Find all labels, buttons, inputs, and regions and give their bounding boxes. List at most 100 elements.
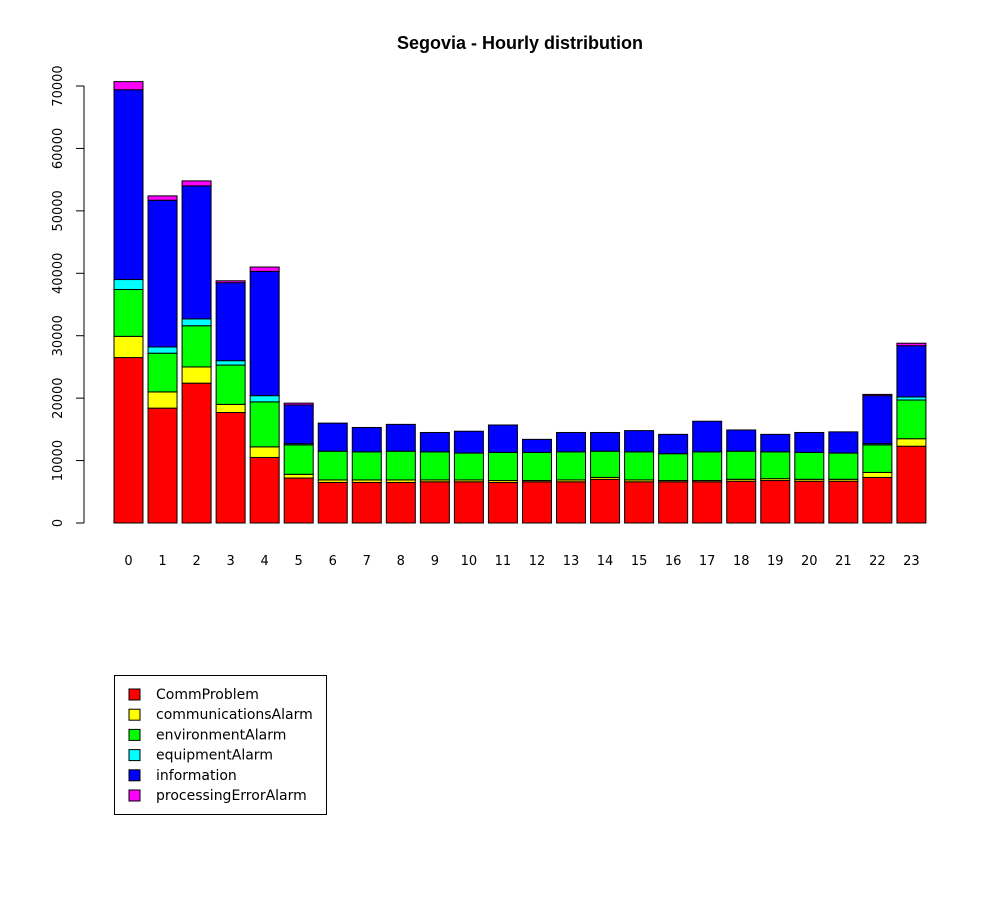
bar-segment xyxy=(113,335,144,359)
bar-segment xyxy=(828,480,859,524)
bar-segment xyxy=(181,382,212,524)
bar-segment xyxy=(351,426,382,453)
y-tick-label: 60000 xyxy=(51,128,66,169)
bar-segment xyxy=(692,420,723,453)
legend-label: processingErrorAlarm xyxy=(156,788,307,804)
bar-segment xyxy=(521,451,552,482)
bar-segment xyxy=(896,445,927,524)
x-tick-label: 12 xyxy=(529,554,546,569)
bar-segment xyxy=(147,199,178,348)
bar-segment xyxy=(556,481,587,524)
bar-segment xyxy=(624,451,655,481)
bar-segment xyxy=(624,481,655,524)
legend-swatch xyxy=(128,708,141,721)
bars-group xyxy=(113,81,927,524)
bar-segment xyxy=(385,481,416,524)
bar-segment xyxy=(828,431,859,454)
y-tick-label: 70000 xyxy=(51,65,66,106)
bar-segment xyxy=(317,450,348,481)
bar-segment xyxy=(658,453,689,482)
x-tick-label: 13 xyxy=(563,554,580,569)
x-tick-label: 21 xyxy=(835,554,852,569)
x-tick-label: 16 xyxy=(665,554,682,569)
bar-segment xyxy=(385,423,416,452)
bar-segment xyxy=(590,450,621,478)
bar-segment xyxy=(147,346,178,354)
legend-swatch xyxy=(128,688,141,701)
bar-segment xyxy=(726,480,757,524)
bar-segment xyxy=(215,412,246,524)
x-tick-label: 0 xyxy=(124,554,132,569)
x-tick-label: 6 xyxy=(329,554,337,569)
bar-segment xyxy=(283,473,314,479)
bar-segment xyxy=(692,451,723,482)
bar-segment xyxy=(453,430,484,454)
x-tick-label: 2 xyxy=(192,554,200,569)
bar-segment xyxy=(419,431,450,453)
bar-segment xyxy=(794,480,825,524)
bar-segment xyxy=(147,407,178,524)
bar-segment xyxy=(113,357,144,524)
bar-segment xyxy=(896,438,927,447)
bar-segment xyxy=(249,401,280,448)
bar-segment xyxy=(896,342,927,347)
legend: CommProblem communicationsAlarm environmen… xyxy=(114,675,327,815)
bar-segment xyxy=(351,481,382,524)
bar-segment xyxy=(147,195,178,201)
bar-segment xyxy=(317,422,348,452)
y-tick-label: 10000 xyxy=(51,440,66,481)
bar-segment xyxy=(215,403,246,414)
bar-segment xyxy=(215,360,246,366)
bar-segment xyxy=(249,266,280,272)
bar-segment xyxy=(556,451,587,481)
bar-segment xyxy=(181,325,212,368)
bar-segment xyxy=(726,450,757,480)
bar-segment xyxy=(453,481,484,524)
bar-segment xyxy=(862,395,893,445)
bar-segment xyxy=(862,444,893,473)
bar-segment xyxy=(113,289,144,337)
bar-segment xyxy=(556,431,587,453)
x-tick-label: 10 xyxy=(461,554,478,569)
bar-segment xyxy=(692,481,723,524)
legend-swatch xyxy=(128,749,141,762)
bar-segment xyxy=(215,364,246,405)
bar-segment xyxy=(249,270,280,397)
x-tick-label: 20 xyxy=(801,554,818,569)
bar-segment xyxy=(385,450,416,481)
bar-segment xyxy=(624,430,655,453)
bar-segment xyxy=(726,429,757,452)
bar-segment xyxy=(487,451,518,482)
bar-segment xyxy=(181,366,212,384)
bar-segment xyxy=(590,431,621,452)
legend-label: information xyxy=(156,768,237,784)
x-tick-label: 3 xyxy=(226,554,234,569)
y-tick-label: 30000 xyxy=(51,315,66,356)
bar-segment xyxy=(113,89,144,281)
x-tick-label: 17 xyxy=(699,554,716,569)
bar-segment xyxy=(896,345,927,398)
x-tick-label: 5 xyxy=(295,554,303,569)
x-tick-label: 22 xyxy=(869,554,886,569)
x-tick-label: 9 xyxy=(431,554,439,569)
y-tick-label: 20000 xyxy=(51,377,66,418)
bar-segment xyxy=(521,481,552,524)
y-axis: 0 10000 20000 30000 40000 50000 60000 70000 xyxy=(51,65,85,527)
bar-segment xyxy=(862,476,893,524)
x-tick-label: 8 xyxy=(397,554,405,569)
legend-label: communicationsAlarm xyxy=(156,707,313,723)
bar-segment xyxy=(487,424,518,453)
bar-segment xyxy=(351,451,382,481)
bar-segment xyxy=(147,352,178,393)
bar-segment xyxy=(317,481,348,524)
bar-segment xyxy=(113,81,144,91)
x-tick-label: 18 xyxy=(733,554,750,569)
x-tick-label: 4 xyxy=(261,554,269,569)
y-tick-label: 50000 xyxy=(51,190,66,231)
bar-segment xyxy=(249,456,280,524)
legend-label: equipmentAlarm xyxy=(156,748,273,764)
bar-segment xyxy=(794,451,825,480)
bar-segment xyxy=(658,433,689,455)
